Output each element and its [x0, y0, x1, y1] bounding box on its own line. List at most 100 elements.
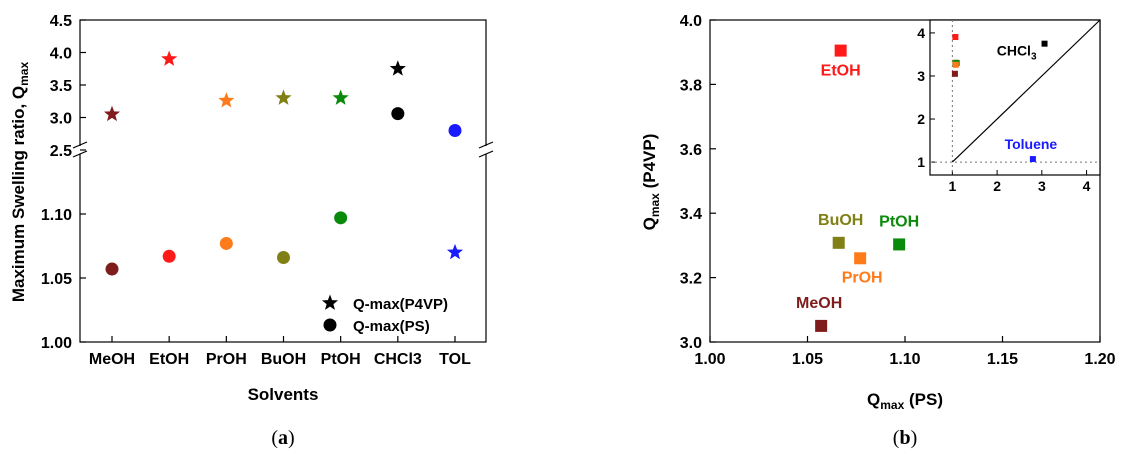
- x-tick-label-meoh: MeOH: [89, 351, 135, 368]
- b-y-tick-label-3-4: 3.4: [680, 206, 702, 223]
- b-x-tick-label-1-20: 1.20: [1084, 351, 1115, 368]
- point-q-max-p4vp-meoh: [103, 105, 121, 122]
- panel-a: 2.5 3.0 3.5 4.0 4.5 1.00 1.05 1.10 MeOH EtOH PrOH B…: [9, 13, 494, 449]
- b-x-tick-label-1-15: 1.15: [987, 351, 1018, 368]
- b-point-label-etoh: EtOH: [821, 63, 861, 80]
- b-point-meoh: [815, 319, 828, 332]
- panel-b-ylabel-suffix: (P4VP): [640, 134, 659, 194]
- legend-star-marker: [321, 294, 339, 310]
- point-q-max-ps-buoh: [277, 251, 290, 265]
- point-q-max-ps-tol: [448, 124, 462, 137]
- point-q-max-p4vp-tol: [446, 243, 464, 260]
- panel-b-xlabel-suffix: (PS): [904, 390, 943, 409]
- panel-b-ylabel-main: Q: [640, 217, 659, 230]
- inset-point-label-toluene: Toluene: [1005, 136, 1058, 152]
- b-x-tick-label-1-10: 1.10: [889, 351, 920, 368]
- axis-break-mark-right-top: [478, 141, 494, 149]
- inset-x-tick-label-1: 1: [948, 178, 956, 194]
- point-q-max-ps-ptoh: [334, 211, 348, 225]
- b-point-ptoh: [893, 238, 906, 251]
- point-q-max-ps-etoh: [162, 249, 176, 263]
- x-tick-label-buoh: BuOH: [261, 351, 306, 368]
- y-tick-label-lower-1-10: 1.10: [41, 207, 72, 224]
- inset-label-sub: 3: [1031, 52, 1037, 63]
- legend-entry-ps: Q-max(PS): [353, 318, 430, 335]
- panel-b-caption-letter: b: [899, 427, 910, 449]
- point-q-max-ps-proh: [219, 236, 233, 250]
- b-x-tick-label-1-00: 1.00: [694, 351, 725, 368]
- point-q-max-p4vp-etoh: [161, 50, 178, 66]
- y-tick-label-lower-1-00: 1.00: [41, 335, 72, 352]
- panel-b-xlabel-main: Q: [867, 390, 880, 409]
- inset-y-tick-label-3: 3: [917, 68, 925, 84]
- point-q-max-p4vp-ptoh: [332, 89, 349, 105]
- b-point-proh: [854, 252, 867, 265]
- inset-frame: [929, 19, 1101, 176]
- panel-b-ylabel: Qmax (P4VP): [640, 134, 662, 231]
- inset-x-tick-label-3: 3: [1038, 178, 1046, 194]
- b-point-label-buoh: BuOH: [818, 212, 863, 229]
- b-point-label-meoh: MeOH: [796, 295, 842, 312]
- b-y-tick-label-4-0: 4.0: [680, 13, 702, 30]
- inset-point-4: [951, 70, 958, 77]
- inset-point-3: [952, 61, 959, 68]
- x-tick-label-proh: PrOH: [206, 351, 247, 368]
- panel-a-xlabel: Solvents: [248, 385, 319, 404]
- y-tick-label-upper-3-5: 3.5: [50, 78, 72, 95]
- inset-point-label-chcl: CHCl3: [997, 43, 1037, 63]
- panel-b-caption: (b): [893, 427, 917, 449]
- b-y-tick-label-3-6: 3.6: [680, 142, 702, 159]
- panel-a-caption: (a): [271, 427, 294, 449]
- legend-circle-marker: [323, 318, 337, 332]
- b-point-etoh: [834, 44, 847, 57]
- b-y-tick-label-3-0: 3.0: [680, 335, 702, 352]
- inset-y-tick-label-2: 2: [917, 111, 925, 127]
- point-q-max-ps-meoh: [105, 262, 119, 276]
- panel-a-legend: Q-max(P4VP) Q-max(PS): [321, 294, 448, 335]
- b-y-tick-label-3-2: 3.2: [680, 271, 702, 288]
- point-q-max-p4vp-chcl3: [389, 60, 406, 76]
- inset-x-tick-label-2: 2: [993, 178, 1001, 194]
- point-q-max-ps-chcl3: [391, 107, 405, 121]
- inset-y-tick-label-4: 4: [917, 25, 925, 41]
- b-x-tick-label-1-05: 1.05: [792, 351, 823, 368]
- inset-point-toluene: [1029, 156, 1036, 163]
- b-point-label-ptoh: PtOH: [879, 213, 919, 230]
- y-tick-label-lower-1-05: 1.05: [41, 271, 72, 288]
- axis-break-mark-right-bottom: [478, 150, 494, 158]
- panel-a-ylabel-main: Maximum Swelling ratio, Q: [9, 86, 28, 302]
- panel-a-ylabel-sub: max: [17, 62, 31, 86]
- inset-x-tick-label-4: 4: [1083, 178, 1091, 194]
- axis-break-gap-right: [480, 146, 492, 154]
- b-point-label-proh: PrOH: [842, 269, 883, 286]
- axis-break-mark-left-bottom: [72, 150, 88, 158]
- inset-y-tick-label-1: 1: [917, 154, 925, 170]
- b-point-buoh: [832, 236, 845, 249]
- axis-break-mark-left-top: [72, 141, 88, 149]
- x-tick-label-ptoh: PtOH: [321, 351, 361, 368]
- y-tick-label-upper-3-0: 3.0: [50, 111, 72, 128]
- legend-entry-p4vp: Q-max(P4VP): [353, 296, 448, 313]
- panel-a-frame: [79, 19, 487, 343]
- panel-b-xlabel: Qmax (PS): [867, 390, 943, 412]
- y-tick-label-upper-4-5: 4.5: [50, 13, 72, 30]
- panel-b: 1.00 1.05 1.10 1.15 1.20 3.0 3.2 3.4 3.6 3.8 4.0 E…: [640, 13, 1116, 449]
- inset-label-main: CHCl: [997, 43, 1031, 59]
- x-tick-label-tol: TOL: [439, 351, 471, 368]
- b-y-tick-label-3-8: 3.8: [680, 77, 702, 94]
- y-tick-label-upper-2-5: 2.5: [50, 143, 72, 160]
- x-tick-label-chcl3: CHCl3: [374, 351, 422, 368]
- x-tick-label-etoh: EtOH: [149, 351, 189, 368]
- panel-a-caption-letter: a: [278, 427, 288, 449]
- panel-b-xlabel-sub: max: [880, 398, 904, 412]
- inset-point-chcl: [1041, 40, 1048, 47]
- inset-point-0: [952, 34, 959, 41]
- point-q-max-p4vp-buoh: [275, 89, 292, 105]
- panel-b-ylabel-sub: max: [648, 193, 662, 217]
- inset-diagonal-line: [951, 19, 1101, 163]
- panel-a-ylabel: Maximum Swelling ratio, Qmax: [9, 62, 31, 303]
- point-q-max-p4vp-proh: [218, 92, 235, 108]
- y-tick-label-upper-4-0: 4.0: [50, 46, 72, 63]
